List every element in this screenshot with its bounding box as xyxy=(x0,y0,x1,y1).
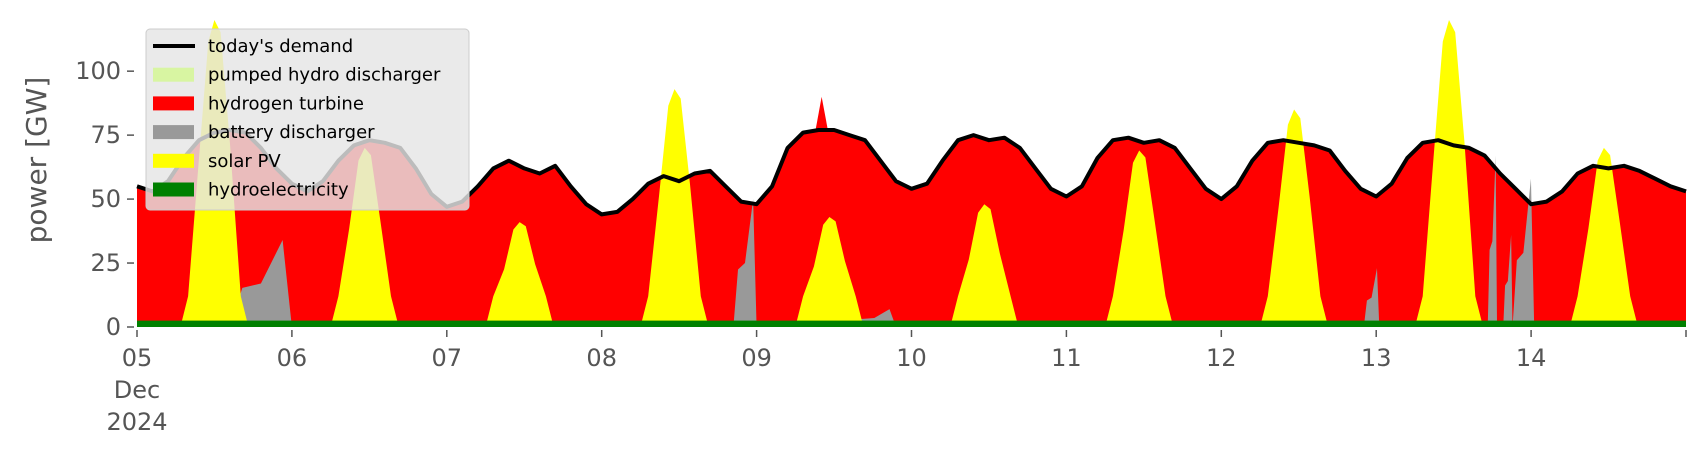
legend-swatch xyxy=(153,67,194,82)
x-tick-label-line: 08 xyxy=(586,344,617,372)
solar-pv-peak-6 xyxy=(1105,150,1174,327)
y-tick-label: 75 xyxy=(90,121,121,149)
x-tick-label: 13 xyxy=(1361,344,1392,372)
x-tick-label-line: 11 xyxy=(1051,344,1082,372)
y-tick-label: 100 xyxy=(75,57,121,85)
legend-label: today's demand xyxy=(208,36,353,57)
solar-pv-peak-1 xyxy=(330,147,399,327)
legend-label: pumped hydro discharger xyxy=(208,65,441,86)
battery-discharger-area-5 xyxy=(1503,234,1513,327)
legend-label: hydrogen turbine xyxy=(208,93,364,114)
hydrogen-turbine-spike-0 xyxy=(815,96,828,131)
x-tick-label-line: 10 xyxy=(896,344,927,372)
x-tick-label-line: 07 xyxy=(432,344,463,372)
legend-label: solar PV xyxy=(208,151,281,172)
battery-discharger-area-1 xyxy=(733,199,757,327)
y-tick-label: 0 xyxy=(106,313,121,341)
legend-label: battery discharger xyxy=(208,122,375,143)
x-tick-label-line: 05 xyxy=(122,344,153,372)
x-tick-label: 06 xyxy=(277,344,308,372)
x-tick-label: 12 xyxy=(1206,344,1237,372)
solar-pv-peak-4 xyxy=(795,217,864,327)
hydroelectricity-area xyxy=(137,320,1686,327)
legend-frame xyxy=(145,28,470,211)
x-tick-label: 10 xyxy=(896,344,927,372)
x-tick-label-line: 06 xyxy=(277,344,308,372)
y-axis: 0 25 50 75 100 xyxy=(75,57,134,341)
x-tick-label: 09 xyxy=(741,344,772,372)
legend-label: hydroelectricity xyxy=(208,180,349,201)
x-tick-label-line: Dec xyxy=(114,376,160,404)
x-tick-label-line: 14 xyxy=(1516,344,1547,372)
x-tick-label-line: 2024 xyxy=(106,408,167,436)
legend-swatch xyxy=(153,153,194,168)
legend-swatch xyxy=(153,182,194,197)
solar-pv-peak-7 xyxy=(1260,109,1329,327)
battery-discharger-area-4 xyxy=(1487,155,1498,327)
x-tick-label-line: 13 xyxy=(1361,344,1392,372)
y-axis-label: power [GW] xyxy=(20,77,53,244)
battery-discharger-area-6 xyxy=(1512,178,1535,327)
solar-pv-peak-2 xyxy=(485,222,554,327)
x-axis: 05 Dec 2024 06 07 08 09 10 11 12 13 14 xyxy=(106,330,1687,436)
x-tick-label-line: 12 xyxy=(1206,344,1237,372)
x-tick-label-line: 09 xyxy=(741,344,772,372)
solar-pv-peak-9 xyxy=(1569,147,1638,327)
x-tick-label: 14 xyxy=(1516,344,1547,372)
legend-swatch xyxy=(153,96,194,111)
legend-swatch xyxy=(153,125,194,140)
y-tick-label: 50 xyxy=(90,185,121,213)
x-tick-label: 07 xyxy=(432,344,463,372)
solar-pv-peak-8 xyxy=(1414,20,1484,327)
plot-area xyxy=(137,20,1686,327)
battery-discharger-area-3 xyxy=(1363,268,1380,327)
x-tick-label: 05 Dec 2024 xyxy=(106,344,167,436)
battery-discharger-area-0 xyxy=(229,240,292,327)
y-tick-label: 25 xyxy=(90,249,121,277)
legend: today's demand pumped hydro discharger hyd… xyxy=(145,28,470,211)
solar-pv-peak-5 xyxy=(950,204,1019,327)
x-tick-label: 11 xyxy=(1051,344,1082,372)
solar-pv-peak-3 xyxy=(640,89,709,327)
x-tick-label: 08 xyxy=(586,344,617,372)
